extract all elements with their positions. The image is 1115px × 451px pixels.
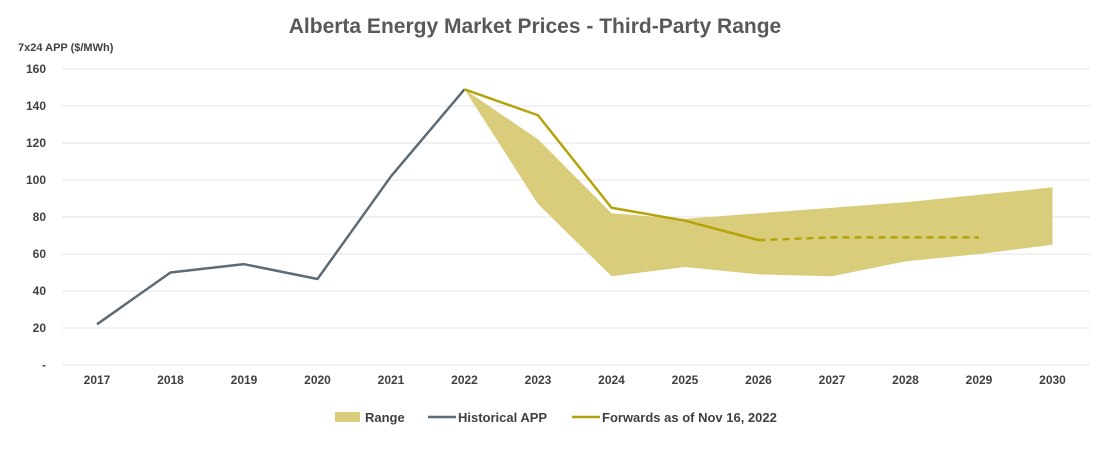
x-tick-label: 2019 (231, 373, 258, 387)
x-tick-label: 2029 (966, 373, 993, 387)
x-tick-label: 2027 (819, 373, 846, 387)
x-tick-label: 2030 (1039, 373, 1066, 387)
y-tick-label: 20 (33, 321, 47, 335)
x-tick-label: 2024 (598, 373, 625, 387)
y-tick-label: 160 (26, 62, 46, 76)
y-tick-label: 40 (33, 284, 47, 298)
x-tick-label: 2023 (525, 373, 552, 387)
y-axis-label: 7x24 APP ($/MWh) (18, 42, 114, 54)
legend-label-range: Range (365, 410, 405, 425)
y-tick-label: 120 (26, 136, 46, 150)
range-layer (464, 89, 1053, 277)
y-tick-label: 80 (33, 210, 47, 224)
x-tick-label: 2026 (745, 373, 772, 387)
series-layer (96, 88, 979, 326)
x-ticks: 2017 2018 2019 2020 2021 2022 2023 2024 2025 2026… (84, 373, 1067, 387)
x-tick-label: 2017 (84, 373, 111, 387)
range-band (464, 89, 1053, 277)
x-tick-label: 2022 (451, 373, 478, 387)
legend-swatch-range (335, 412, 360, 422)
y-tick-label: 140 (26, 99, 46, 113)
legend-label-historical-app: Historical APP (458, 410, 547, 425)
chart-title: Alberta Energy Market Prices - Third-Par… (289, 15, 782, 38)
y-tick-label: - (42, 358, 46, 372)
x-tick-label: 2020 (304, 373, 331, 387)
series-line-2 (758, 236, 979, 242)
x-tick-label: 2028 (892, 373, 919, 387)
x-tick-label: 2021 (378, 373, 405, 387)
series-line-0 (96, 88, 466, 326)
x-tick-label: 2025 (672, 373, 699, 387)
y-tick-label: 100 (26, 173, 46, 187)
x-tick-label: 2018 (157, 373, 184, 387)
series-line-1 (464, 88, 759, 242)
y-tick-label: 60 (33, 247, 47, 261)
legend: Range Historical APP Forwards as of Nov … (335, 410, 777, 425)
legend-label-forwards: Forwards as of Nov 16, 2022 (602, 410, 777, 425)
y-ticks: - 20 40 60 80 100 120 140 160 (26, 62, 46, 372)
